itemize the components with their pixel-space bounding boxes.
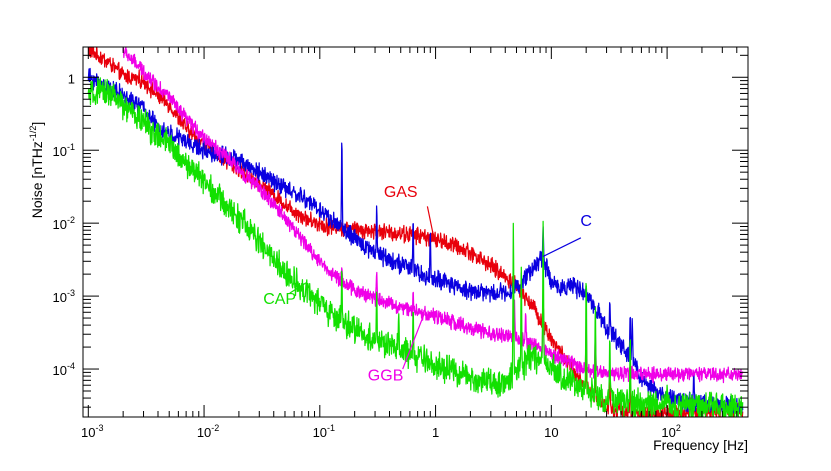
y-axis-title-exponent: -1/2 [28,126,38,142]
series-line-c [87,67,744,417]
annotation-label-c: C [580,213,592,230]
annotation-arrow-cap [289,282,306,294]
annotation-arrow-gas [426,206,434,234]
tick-labels: 10-3 10-2 10-1 1 10 102 10-4 10-3 10-2 10-1 1 [53,71,681,440]
y-tick-label: 1 [68,71,75,86]
annotations: GAS C CAP GGB [263,184,592,385]
series-line-ggb [122,47,744,384]
plot-border [82,46,749,418]
plot-frame [82,46,749,418]
x-axis-title: Frequency [Hz] [653,437,748,453]
annotation-arrow-c [542,237,582,257]
x-tick-label: 10-3 [81,423,103,440]
x-tick-label: 10-2 [197,423,219,440]
x-tick-label: 10-1 [313,423,335,440]
series-layer [87,47,744,417]
y-tick-label: 10-4 [53,361,75,378]
x-tick-label: 10 [544,425,558,440]
y-axis-title-close: ] [29,122,45,126]
annotation-label-cap: CAP [263,291,296,308]
y-tick-label: 10-3 [53,288,75,305]
annotation-arrow-ggb [402,313,425,370]
annotation-label-gas: GAS [384,184,418,201]
y-tick-label: 10-2 [53,215,75,232]
y-tick-label: 10-1 [53,142,75,159]
y-axis-title: Noise [nTHz-1/2] [28,122,45,218]
x-tick-label: 102 [661,423,680,440]
y-axis-title-base: Noise [nTHz [29,141,45,218]
series-line-cap [87,77,744,417]
axis-ticks [82,47,749,417]
annotation-label-ggb: GGB [368,367,404,384]
x-tick-label: 1 [432,425,439,440]
